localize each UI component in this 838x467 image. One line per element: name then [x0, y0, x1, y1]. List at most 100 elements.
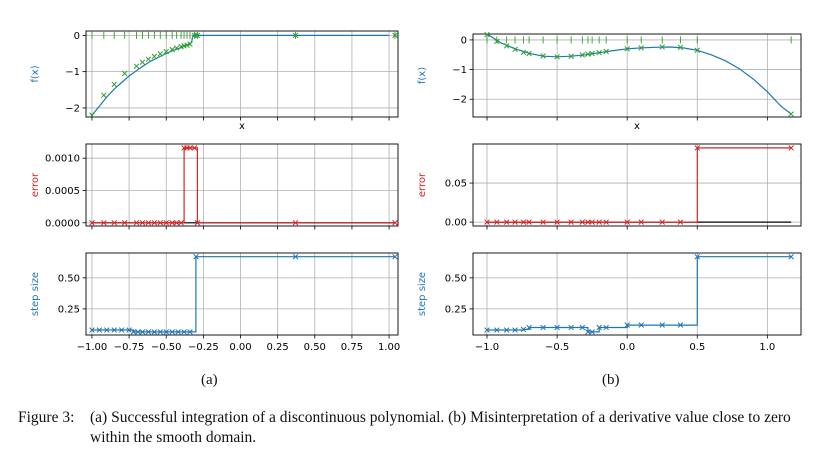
data-point-x-marker [520, 326, 527, 333]
data-point-x-marker [151, 53, 158, 60]
data-point-x-marker [111, 220, 117, 226]
x-tick-label: 0.0 [619, 342, 635, 353]
data-point-x-marker [121, 70, 128, 77]
series-line [487, 256, 792, 333]
data-point-x-marker [624, 322, 630, 328]
series-step-red [484, 145, 794, 225]
x-tick-label: 0.50 [304, 342, 326, 353]
data-point-x-marker [151, 220, 158, 226]
data-point-x-marker [659, 44, 665, 50]
data-point-x-marker [503, 219, 510, 225]
data-point-x-marker [568, 53, 574, 59]
y-tick-label: 0.05 [445, 179, 467, 190]
data-point-x-marker [126, 327, 132, 333]
data-point-x-marker [139, 59, 146, 65]
x-tick-label: −1.0 [475, 342, 499, 353]
x-tick-label: 1.00 [378, 342, 400, 353]
y-axis-label: f(x) [417, 67, 428, 84]
y-tick-label: 0.0005 [45, 186, 80, 197]
y-axis-label: f(x) [30, 65, 41, 82]
data-point-x-marker [638, 219, 644, 225]
x-tick-label: 0.75 [341, 342, 363, 353]
data-point-x-marker [624, 46, 630, 52]
data-point-x-marker [173, 220, 180, 226]
data-point-x-marker [659, 322, 665, 328]
series-step-blue [89, 253, 398, 335]
data-point-x-marker [788, 111, 794, 117]
data-point-x-marker [89, 327, 95, 333]
data-point-x-marker [494, 219, 500, 225]
data-point-x-marker [579, 219, 586, 225]
series-scatter-green [89, 32, 398, 118]
data-point-x-marker [96, 327, 103, 333]
data-point-x-marker [512, 46, 518, 53]
series-step-red [89, 145, 398, 226]
subplot-b-mid: 0.00 0.05 error [417, 143, 802, 230]
y-tick-label: 0.0000 [45, 218, 80, 229]
y-tick-label: 0.25 [58, 304, 80, 315]
data-point-x-marker [603, 219, 609, 225]
data-point-x-marker [145, 56, 152, 63]
data-point-x-marker [568, 324, 574, 331]
data-point-x-marker [526, 219, 532, 225]
data-point-x-marker [677, 219, 684, 225]
axes-frame [472, 143, 802, 227]
axes-frame [472, 33, 802, 118]
caption-label: Figure 3: [18, 409, 75, 426]
data-point-x-marker [484, 31, 490, 38]
x-tick-label: 0.5 [689, 342, 705, 353]
data-point-x-marker [392, 220, 398, 226]
data-point-x-marker [178, 220, 184, 226]
series-scatter-green [91, 31, 396, 39]
data-point-x-marker [554, 219, 560, 225]
data-point-x-marker [292, 253, 299, 260]
data-point-x-marker [677, 322, 684, 328]
figure-caption: Figure 3: (a) Successful integration of a… [18, 408, 830, 448]
data-point-x-marker [554, 324, 560, 331]
data-point-x-marker [130, 329, 137, 335]
data-point-x-marker [163, 220, 169, 226]
data-point-x-marker [596, 324, 602, 331]
data-point-x-marker [568, 219, 574, 225]
subplot-a-mid: 0.0000 0.0005 0.0010 error [30, 143, 399, 230]
series-line [91, 256, 395, 333]
subplot-a-bot: −1.00 −0.75 −0.50 −0.25 0.00 0.25 0.50 0.75 1.00… [30, 252, 400, 353]
x-axis-label: x [239, 121, 245, 132]
data-point-x-marker [173, 45, 180, 51]
data-point-x-marker [181, 329, 187, 335]
y-tick-label: 0.25 [445, 304, 467, 315]
data-point-x-marker [392, 253, 398, 260]
axes-frame [85, 30, 399, 118]
data-point-x-marker [111, 81, 117, 88]
data-point-x-marker [169, 46, 175, 53]
data-point-x-marker [193, 253, 199, 260]
data-point-x-marker [503, 327, 510, 333]
y-tick-label: 0.50 [58, 273, 80, 284]
data-point-x-marker [187, 329, 193, 335]
data-point-x-marker [484, 327, 490, 333]
data-point-x-marker [659, 219, 665, 225]
x-tick-label: 1.0 [759, 342, 775, 353]
y-tick-label: −1 [452, 65, 467, 76]
y-tick-label: −2 [65, 103, 80, 114]
data-point-x-marker [624, 219, 630, 225]
data-point-x-marker [694, 145, 701, 151]
data-point-x-marker [89, 220, 95, 226]
y-tick-label: −1 [65, 67, 80, 78]
subplot-b-top: 0 −1 −2 f(x) x [417, 31, 802, 132]
data-point-x-marker [540, 219, 546, 225]
y-axis-label: error [30, 172, 41, 197]
data-point-x-marker [184, 42, 190, 48]
data-point-x-marker [157, 51, 164, 57]
data-point-x-marker [589, 50, 595, 57]
data-point-x-marker [121, 220, 128, 226]
y-axis-label: step size [417, 272, 428, 316]
data-point-x-marker [526, 50, 532, 57]
data-point-x-marker [135, 329, 141, 335]
series-line [91, 147, 395, 224]
data-point-x-marker [579, 324, 586, 331]
data-point-x-marker [603, 48, 609, 55]
data-point-x-marker [194, 220, 201, 226]
data-point-x-marker [694, 253, 701, 260]
